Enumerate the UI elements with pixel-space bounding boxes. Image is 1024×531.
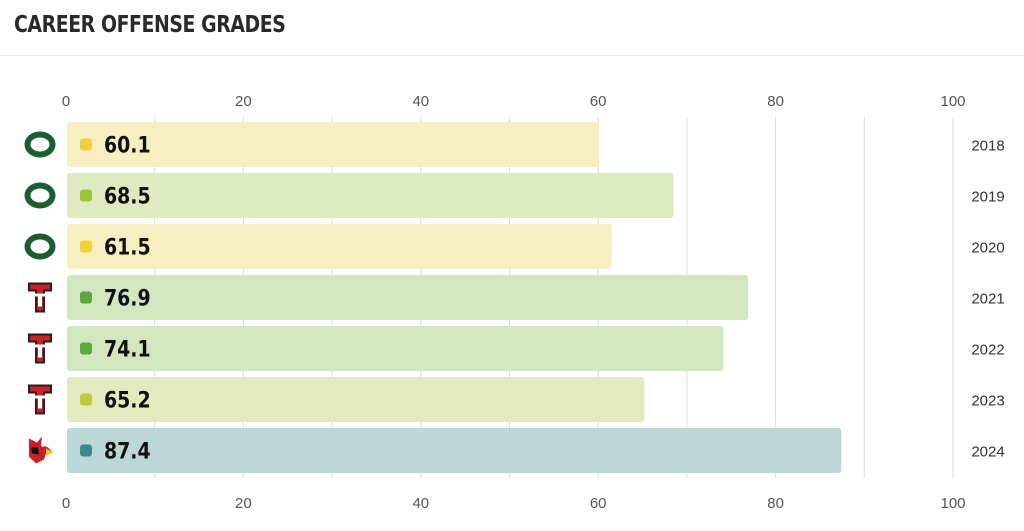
bar-2022	[67, 326, 724, 371]
x-tick-label-bottom: 40	[412, 495, 429, 512]
value-label-2018: 60.1	[104, 132, 151, 158]
value-label-2020: 61.5	[104, 234, 151, 260]
grade-dot-icon	[80, 393, 92, 406]
bar-2021	[67, 275, 749, 320]
year-label-2022: 2022	[971, 342, 1004, 359]
value-label-2022: 74.1	[104, 336, 151, 362]
texas-tech-double-t-logo-icon	[28, 282, 52, 313]
x-tick-label-bottom: 0	[62, 495, 70, 512]
bar-2024	[67, 428, 842, 473]
chart-title: CAREER OFFENSE GRADES	[14, 12, 286, 38]
bar-2019	[67, 173, 674, 218]
bar-2023	[67, 377, 645, 422]
title-divider	[0, 55, 1024, 56]
bar-2018	[67, 122, 600, 167]
year-label-2020: 2020	[971, 240, 1004, 257]
x-tick-label-bottom: 60	[590, 495, 607, 512]
grade-dot-icon	[80, 444, 92, 457]
x-tick-label-top: 0	[62, 93, 70, 110]
texas-tech-double-t-logo-icon	[28, 333, 52, 364]
x-tick-label-top: 20	[235, 93, 252, 110]
year-label-2023: 2023	[971, 393, 1004, 410]
x-tick-label-bottom: 20	[235, 495, 252, 512]
value-label-2019: 68.5	[104, 183, 151, 209]
value-label-2023: 65.2	[104, 387, 151, 413]
oregon-o-logo-icon	[24, 131, 56, 158]
texas-tech-double-t-logo-icon	[28, 384, 52, 415]
year-label-2019: 2019	[971, 189, 1004, 206]
grade-dot-icon	[80, 138, 92, 151]
x-tick-label-bottom: 80	[767, 495, 784, 512]
year-label-2024: 2024	[971, 444, 1004, 461]
oregon-o-logo-icon	[24, 233, 56, 260]
x-tick-label-top: 40	[412, 93, 429, 110]
bar-2020	[67, 224, 612, 269]
grade-dot-icon	[80, 342, 92, 355]
grade-dot-icon	[80, 291, 92, 304]
year-label-2021: 2021	[971, 291, 1004, 308]
year-label-2018: 2018	[971, 138, 1004, 155]
x-tick-label-top: 60	[590, 93, 607, 110]
value-label-2024: 87.4	[104, 438, 151, 464]
x-tick-label-top: 80	[767, 93, 784, 110]
louisville-cardinal-logo-icon	[29, 436, 54, 464]
oregon-o-logo-icon	[24, 182, 56, 209]
grade-dot-icon	[80, 189, 92, 202]
x-tick-label-top: 100	[940, 93, 965, 110]
value-label-2021: 76.9	[104, 285, 151, 311]
grade-dot-icon	[80, 240, 92, 253]
x-tick-label-bottom: 100	[940, 495, 965, 512]
